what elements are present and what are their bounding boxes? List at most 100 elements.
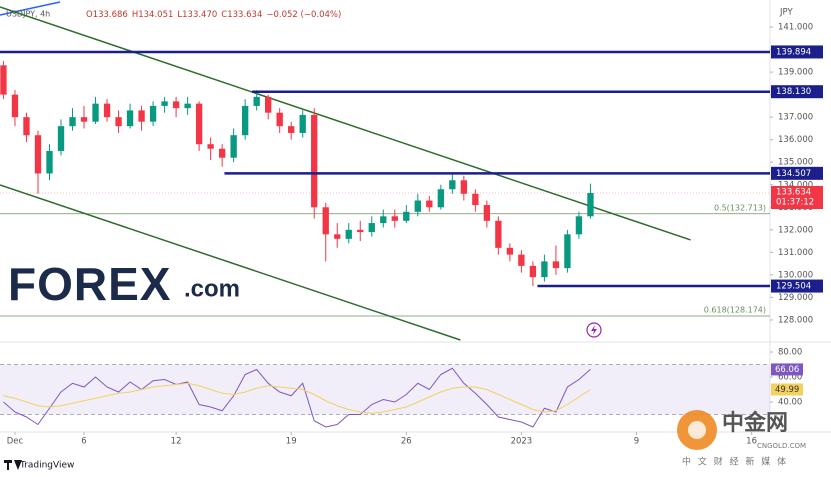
candle-body bbox=[529, 265, 537, 278]
y-unit: JPY bbox=[779, 8, 793, 18]
value-label: 49.99 bbox=[775, 385, 799, 395]
level-badge bbox=[771, 45, 823, 59]
forex-suffix: .com bbox=[184, 275, 240, 302]
y-tick-label: 130.000 bbox=[778, 270, 813, 280]
logo-inner bbox=[688, 421, 706, 439]
candle-body bbox=[288, 126, 295, 133]
tv-logo bbox=[4, 460, 22, 470]
candle-body bbox=[368, 223, 375, 233]
candle-body bbox=[172, 101, 180, 109]
candle-body bbox=[506, 247, 514, 255]
logo-tagline: 中 文 财 经 新 媒 体 bbox=[682, 456, 788, 468]
x-tick-label: Dec bbox=[7, 437, 24, 447]
fib-label: 0.5(132.713) bbox=[714, 203, 766, 212]
candle-body bbox=[334, 234, 341, 239]
candle-body bbox=[426, 200, 433, 208]
logo-text: 中金网 bbox=[722, 410, 788, 436]
candle-body bbox=[322, 207, 329, 235]
icon-ring bbox=[586, 322, 602, 338]
last-price-badge bbox=[771, 186, 823, 210]
candle-body bbox=[23, 117, 30, 136]
candle-body bbox=[0, 65, 7, 95]
candle-body bbox=[103, 103, 111, 118]
candle-body bbox=[564, 234, 571, 269]
candle-body bbox=[80, 117, 88, 122]
y-tick-label: 134.000 bbox=[778, 180, 813, 190]
forex-watermark: FOREX .com bbox=[8, 258, 240, 310]
candle-body bbox=[460, 180, 468, 194]
candle-body bbox=[437, 189, 444, 208]
y-tick-label: 40.00 bbox=[778, 398, 802, 408]
y-tick-label: 136.000 bbox=[778, 135, 813, 145]
level-label: 138.130 bbox=[776, 87, 811, 97]
x-tick-label: 2023 bbox=[511, 437, 533, 447]
candle-body bbox=[541, 261, 548, 278]
candle-body bbox=[230, 135, 237, 158]
lightning-icon bbox=[586, 322, 602, 338]
candle-body bbox=[218, 148, 226, 158]
ohlc-low: L133.470 bbox=[177, 10, 217, 20]
footer-brand: TradingView bbox=[19, 461, 74, 471]
y-tick-label: 135.000 bbox=[778, 158, 813, 168]
y-tick-label: 139.000 bbox=[778, 68, 813, 78]
candle-body bbox=[552, 261, 560, 269]
footer: TradingView bbox=[4, 460, 74, 471]
candle-body bbox=[311, 114, 318, 208]
candle-body bbox=[587, 193, 594, 217]
rsi-line bbox=[3, 382, 591, 414]
value-badge bbox=[771, 363, 803, 376]
rsi-band bbox=[0, 364, 770, 415]
candle-body bbox=[472, 193, 479, 206]
candle-body bbox=[11, 94, 19, 118]
ohlc: O133.686 H134.051 L133.470 C133.634 −0.052 (… bbox=[86, 10, 341, 20]
level-label: 139.894 bbox=[776, 47, 811, 57]
candle-body bbox=[299, 114, 306, 133]
rsi-line bbox=[3, 367, 591, 428]
marks: 141.000140.000139.000138.000137.000136.0… bbox=[0, 6, 823, 447]
candle-body bbox=[380, 216, 387, 224]
trendline bbox=[0, 6, 691, 241]
candle-body bbox=[414, 200, 421, 212]
y-tick-label: 141.000 bbox=[778, 23, 813, 33]
candle-body bbox=[34, 135, 42, 174]
x-tick-label: 26 bbox=[401, 437, 412, 447]
candle-body bbox=[495, 220, 502, 248]
level-badge bbox=[771, 166, 823, 180]
x-tick-label: 19 bbox=[286, 437, 297, 447]
x-tick-label: 6 bbox=[81, 437, 86, 447]
logo-sub: CNGOLD.COM bbox=[757, 442, 806, 450]
drawing-stub bbox=[0, 1, 61, 16]
level-label: 134.507 bbox=[776, 169, 811, 179]
value-label: 66.06 bbox=[775, 365, 799, 375]
ohlc-open: O133.686 bbox=[86, 10, 128, 20]
candle-body bbox=[575, 216, 583, 235]
candle-body bbox=[345, 229, 352, 239]
candle-body bbox=[449, 180, 456, 190]
y-tick-label: 137.000 bbox=[778, 113, 813, 123]
x-tick-label: 9 bbox=[634, 437, 639, 447]
candle-body bbox=[126, 110, 134, 127]
value-badge bbox=[771, 383, 803, 396]
icon-bolt bbox=[591, 325, 597, 335]
countdown-label: 01:37:12 bbox=[776, 198, 814, 208]
candle-body bbox=[253, 96, 260, 106]
trendline bbox=[0, 184, 461, 341]
level-label: 129.504 bbox=[776, 282, 811, 292]
candle-body bbox=[207, 144, 214, 149]
candle-body bbox=[518, 254, 525, 266]
candle-body bbox=[483, 205, 491, 221]
candle-body bbox=[357, 229, 364, 233]
candle-body bbox=[69, 117, 76, 127]
y-tick-label: 128.000 bbox=[778, 315, 813, 325]
candle-body bbox=[138, 110, 145, 122]
cngold-logo: 中金网 CNGOLD.COM 中 文 财 经 新 媒 体 bbox=[677, 410, 806, 468]
candle-body bbox=[161, 101, 168, 106]
fib-label: 0.618(128.174) bbox=[704, 306, 766, 315]
candle-body bbox=[391, 216, 398, 221]
forex-brand: FOREX bbox=[8, 258, 171, 310]
x-tick-label: 12 bbox=[171, 437, 182, 447]
level-badge bbox=[771, 85, 823, 99]
last-price-label: 133.634 bbox=[776, 188, 811, 198]
ohlc-high: H134.051 bbox=[132, 10, 174, 20]
